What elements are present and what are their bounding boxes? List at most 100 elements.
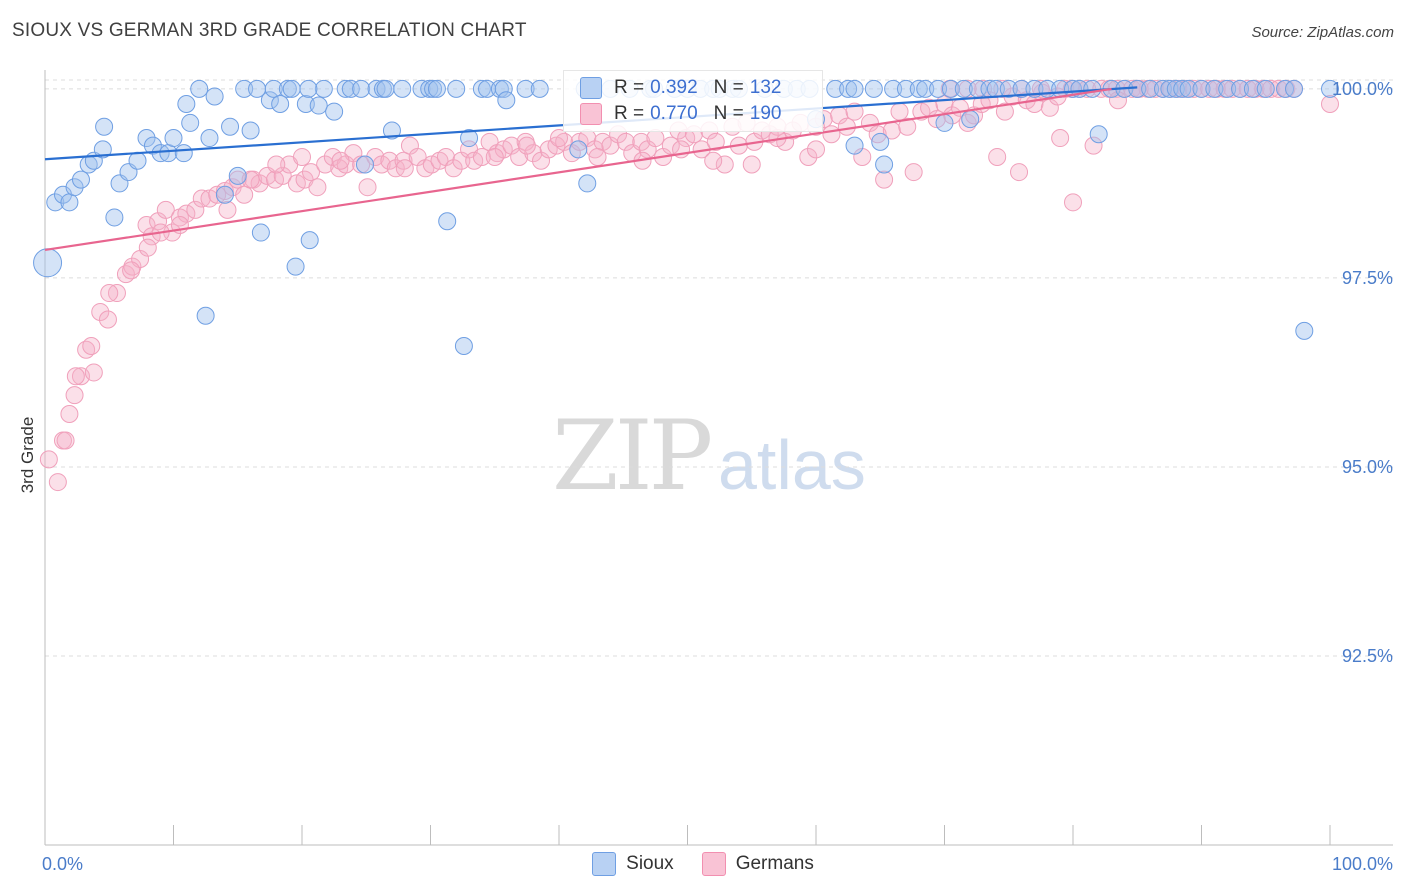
sioux-point — [190, 79, 209, 98]
germans-point — [616, 132, 635, 151]
sioux-point — [355, 155, 374, 174]
germans-point — [218, 200, 237, 219]
sioux-point — [205, 87, 224, 106]
sioux-point — [1141, 79, 1160, 98]
germans-point — [1051, 129, 1070, 148]
sioux-point — [296, 95, 315, 114]
germans-point — [91, 302, 110, 321]
sioux-r-label: R = — [614, 77, 645, 98]
sioux-point — [181, 113, 200, 132]
germans-point — [706, 132, 725, 151]
sioux-n-label: N = — [713, 77, 744, 98]
legend-item-sioux: Sioux — [592, 852, 674, 876]
germans-point — [186, 200, 205, 219]
sioux-point — [137, 129, 156, 148]
germans-point — [550, 129, 568, 148]
watermark-atlas: atlas — [718, 426, 866, 504]
sioux-point — [46, 193, 65, 212]
germans-n-value: 190 — [749, 103, 782, 124]
sioux-point — [235, 79, 254, 98]
sioux-point — [336, 79, 355, 98]
germans-r-value: 0.770 — [650, 103, 698, 124]
germans-point — [837, 117, 856, 136]
germans-point — [56, 431, 75, 450]
sioux-point — [196, 306, 215, 325]
germans-point — [82, 336, 101, 355]
germans-point — [646, 129, 665, 148]
germans-point — [890, 102, 909, 121]
series-legend: Sioux Germans — [0, 852, 1406, 876]
sioux-point — [1166, 79, 1185, 98]
germans-point — [632, 132, 651, 151]
germans-point — [1223, 79, 1242, 98]
legend-row-sioux: R = 0.392 N = 132 — [580, 76, 781, 100]
sioux-point — [454, 336, 473, 355]
germans-n-label: N = — [713, 103, 744, 124]
germans-point — [358, 178, 377, 197]
sioux-point — [1160, 79, 1179, 98]
sioux-point — [382, 121, 401, 140]
sioux-point — [128, 151, 147, 170]
sioux-point — [884, 79, 903, 98]
germans-point — [1108, 91, 1127, 110]
sioux-point — [1089, 125, 1108, 144]
germans-point — [1146, 79, 1165, 98]
sioux-point — [260, 91, 279, 110]
germans-legend-label: Germans — [735, 853, 814, 874]
sioux-point — [530, 79, 549, 98]
sioux-point — [299, 79, 318, 98]
germans-point — [122, 261, 141, 280]
x-tick-label: 0.0% — [42, 854, 83, 874]
germans-point — [84, 363, 103, 382]
source-label: Source: ZipAtlas.com — [1251, 24, 1394, 41]
sioux-swatch — [580, 77, 602, 99]
germans-point — [661, 136, 680, 155]
sioux-point — [935, 113, 954, 132]
germans-point — [485, 147, 504, 166]
germans-point — [1084, 136, 1103, 155]
germans-point — [273, 166, 292, 185]
sioux-point — [929, 79, 948, 98]
sioux-point — [845, 136, 864, 155]
germans-point — [250, 174, 269, 193]
germans-point — [308, 178, 327, 197]
germans-points — [39, 79, 1339, 492]
sioux-point — [1012, 79, 1031, 98]
germans-point — [107, 284, 126, 303]
sioux-point — [871, 132, 890, 151]
sioux-point — [282, 79, 301, 98]
sioux-point — [241, 121, 260, 140]
germans-point — [352, 155, 371, 174]
sioux-point — [352, 79, 371, 98]
sioux-point — [177, 95, 196, 114]
sioux-point — [909, 79, 928, 98]
sioux-point — [447, 79, 466, 98]
germans-point — [177, 204, 196, 223]
sioux-point — [341, 79, 360, 98]
germans-point — [898, 117, 917, 136]
sioux-point — [875, 155, 894, 174]
sioux-point — [1243, 79, 1262, 98]
sioux-point — [1205, 79, 1224, 98]
sioux-point — [578, 174, 597, 193]
sioux-point — [941, 79, 960, 98]
germans-point — [524, 144, 543, 163]
sioux-point — [65, 178, 84, 197]
germans-point — [1269, 79, 1288, 98]
germans-r-label: R = — [614, 103, 645, 124]
sioux-point — [325, 102, 344, 121]
sioux-point — [954, 79, 973, 98]
germans-point — [98, 310, 117, 329]
legend-row-germans: R = 0.770 N = 190 — [580, 102, 781, 126]
germans-point — [48, 473, 67, 492]
germans-point — [807, 140, 825, 159]
axes — [44, 70, 1393, 846]
sioux-legend-swatch — [592, 852, 617, 876]
germans-point — [715, 155, 734, 174]
germans-point — [395, 159, 414, 178]
germans-point — [993, 79, 1012, 98]
germans-point — [142, 227, 161, 246]
sioux-point — [1321, 79, 1339, 98]
chart-title: SIOUX VS GERMAN 3RD GRADE CORRELATION CH… — [12, 20, 527, 41]
germans-point — [1238, 79, 1257, 98]
